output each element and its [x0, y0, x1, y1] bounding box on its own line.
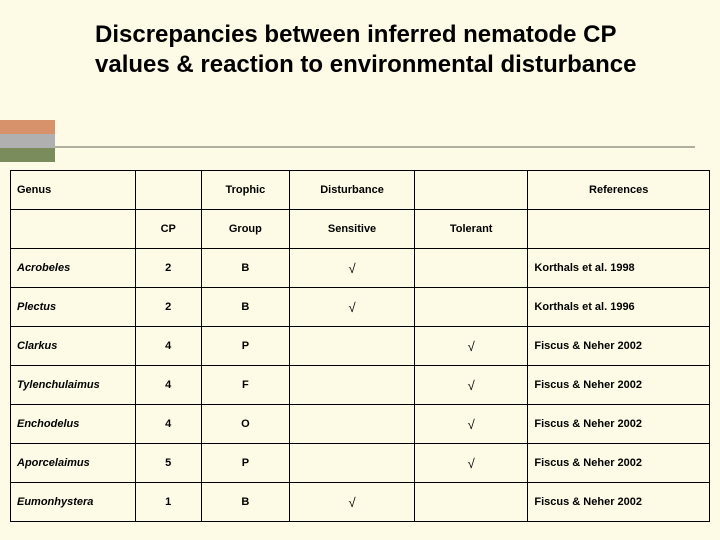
- cell-tolerant: √: [414, 444, 527, 483]
- cell-tolerant: √: [414, 405, 527, 444]
- cell-reference: Fiscus & Neher 2002: [528, 327, 710, 366]
- th-sensitive: Sensitive: [290, 210, 415, 249]
- table-row: Clarkus4P √Fiscus & Neher 2002: [11, 327, 710, 366]
- cell-cp: 4: [135, 405, 201, 444]
- th-blank-genus2: [11, 210, 136, 249]
- cell-group: P: [201, 327, 290, 366]
- cell-cp: 2: [135, 249, 201, 288]
- cell-tolerant: [414, 249, 527, 288]
- table-row: Enchodelus4O √Fiscus & Neher 2002: [11, 405, 710, 444]
- table-row: Eumonhystera1B√ Fiscus & Neher 2002: [11, 483, 710, 522]
- data-table-wrap: Genus Trophic Disturbance References CP …: [10, 170, 710, 522]
- cell-cp: 5: [135, 444, 201, 483]
- cell-group: F: [201, 366, 290, 405]
- accent-block: [0, 120, 55, 175]
- table-row: Acrobeles2B√ Korthals et al. 1998: [11, 249, 710, 288]
- cell-tolerant: √: [414, 327, 527, 366]
- cell-reference: Fiscus & Neher 2002: [528, 366, 710, 405]
- cell-reference: Korthals et al. 1998: [528, 249, 710, 288]
- cell-tolerant: √: [414, 366, 527, 405]
- cell-reference: Fiscus & Neher 2002: [528, 444, 710, 483]
- cell-tolerant: [414, 288, 527, 327]
- th-blank-tol: [414, 171, 527, 210]
- cell-sensitive: √: [290, 483, 415, 522]
- table-row: Tylenchulaimus4F √Fiscus & Neher 2002: [11, 366, 710, 405]
- cell-reference: Fiscus & Neher 2002: [528, 483, 710, 522]
- cell-genus: Eumonhystera: [11, 483, 136, 522]
- page-title: Discrepancies between inferred nematode …: [95, 20, 685, 80]
- th-tolerant: Tolerant: [414, 210, 527, 249]
- cell-group: B: [201, 483, 290, 522]
- header-row-2: CP Group Sensitive Tolerant: [11, 210, 710, 249]
- th-references: References: [528, 171, 710, 210]
- table-row: Aporcelaimus5P √Fiscus & Neher 2002: [11, 444, 710, 483]
- divider-line: [55, 146, 695, 148]
- table-row: Plectus2B√ Korthals et al. 1996: [11, 288, 710, 327]
- th-cp: CP: [135, 210, 201, 249]
- cell-genus: Acrobeles: [11, 249, 136, 288]
- cell-sensitive: [290, 444, 415, 483]
- th-genus: Genus: [11, 171, 136, 210]
- cell-group: B: [201, 288, 290, 327]
- header-row-1: Genus Trophic Disturbance References: [11, 171, 710, 210]
- accent-stripe-olive: [0, 148, 55, 162]
- cell-cp: 1: [135, 483, 201, 522]
- accent-stripe-orange: [0, 120, 55, 134]
- th-trophic: Trophic: [201, 171, 290, 210]
- cell-genus: Tylenchulaimus: [11, 366, 136, 405]
- accent-stripe-gray: [0, 134, 55, 148]
- data-table: Genus Trophic Disturbance References CP …: [10, 170, 710, 522]
- cell-reference: Fiscus & Neher 2002: [528, 405, 710, 444]
- cell-sensitive: [290, 366, 415, 405]
- cell-genus: Clarkus: [11, 327, 136, 366]
- cell-sensitive: [290, 327, 415, 366]
- th-blank-ref2: [528, 210, 710, 249]
- cell-tolerant: [414, 483, 527, 522]
- cell-genus: Enchodelus: [11, 405, 136, 444]
- cell-group: B: [201, 249, 290, 288]
- th-group: Group: [201, 210, 290, 249]
- cell-sensitive: [290, 405, 415, 444]
- th-blank-cp: [135, 171, 201, 210]
- cell-genus: Aporcelaimus: [11, 444, 136, 483]
- cell-group: P: [201, 444, 290, 483]
- cell-reference: Korthals et al. 1996: [528, 288, 710, 327]
- cell-cp: 4: [135, 366, 201, 405]
- cell-cp: 2: [135, 288, 201, 327]
- cell-sensitive: √: [290, 249, 415, 288]
- table-body: Acrobeles2B√Korthals et al. 1998Plectus2…: [11, 249, 710, 522]
- cell-genus: Plectus: [11, 288, 136, 327]
- cell-cp: 4: [135, 327, 201, 366]
- cell-sensitive: √: [290, 288, 415, 327]
- th-disturbance: Disturbance: [290, 171, 415, 210]
- cell-group: O: [201, 405, 290, 444]
